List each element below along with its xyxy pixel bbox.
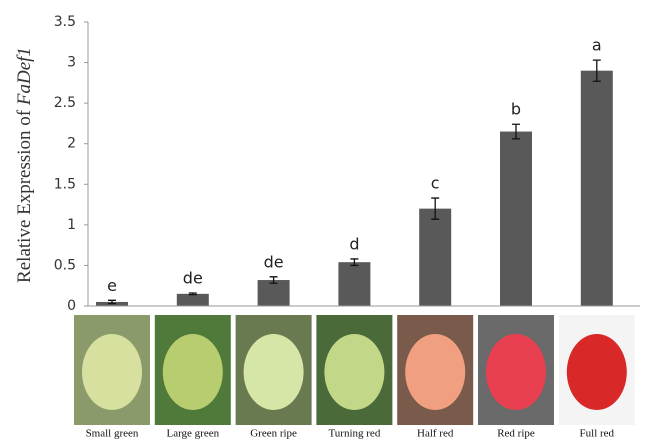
x-tick-label: Red ripe [497,428,535,440]
significance-letter: de [183,269,203,288]
significance-letter: a [592,36,602,55]
x-tick-label: Turning red [328,428,380,440]
photo-fruit [82,334,142,410]
y-axis-label-gene: FaDef1 [14,47,35,106]
photo-fruit [405,334,465,410]
significance-letter: c [431,174,440,193]
page: {"chart_data": { "type": "bar", "y_label… [0,0,646,441]
significance-letter: b [511,100,521,119]
y-tick-label: 0.5 [54,257,76,273]
photo-fruit [324,334,384,410]
y-tick-label: 1.5 [54,176,76,192]
significance-letter: de [264,252,284,271]
chart: Relative Expression of FaDef1 0 0.5 1 1.5 2 2… [0,0,646,441]
y-axis-label-text: Relative Expression of [14,105,35,283]
photo-fruit [163,334,223,410]
y-tick-label: 3 [67,55,76,71]
significance-letter: e [107,276,117,295]
bar [419,209,451,306]
bar [338,262,370,306]
x-tick-label: Small green [86,428,139,440]
bar [500,132,532,306]
photo-fruit [244,334,304,410]
photo-fruit [486,334,546,410]
y-tick-label: 2 [67,136,76,152]
x-tick-label: Green ripe [250,428,297,440]
x-tick-label: Full red [580,428,615,440]
x-tick-label: Half red [417,428,454,440]
bar [581,71,613,306]
photo-fruit [567,334,627,410]
y-tick-label: 2.5 [54,95,76,111]
y-tick-label: 0 [67,298,76,314]
significance-letter: d [349,234,359,253]
x-tick-label: Large green [166,428,219,440]
y-tick-label: 3.5 [54,14,76,30]
bar [177,294,209,306]
y-axis-label: Relative Expression of FaDef1 [14,47,35,283]
y-tick-label: 1 [67,217,76,233]
